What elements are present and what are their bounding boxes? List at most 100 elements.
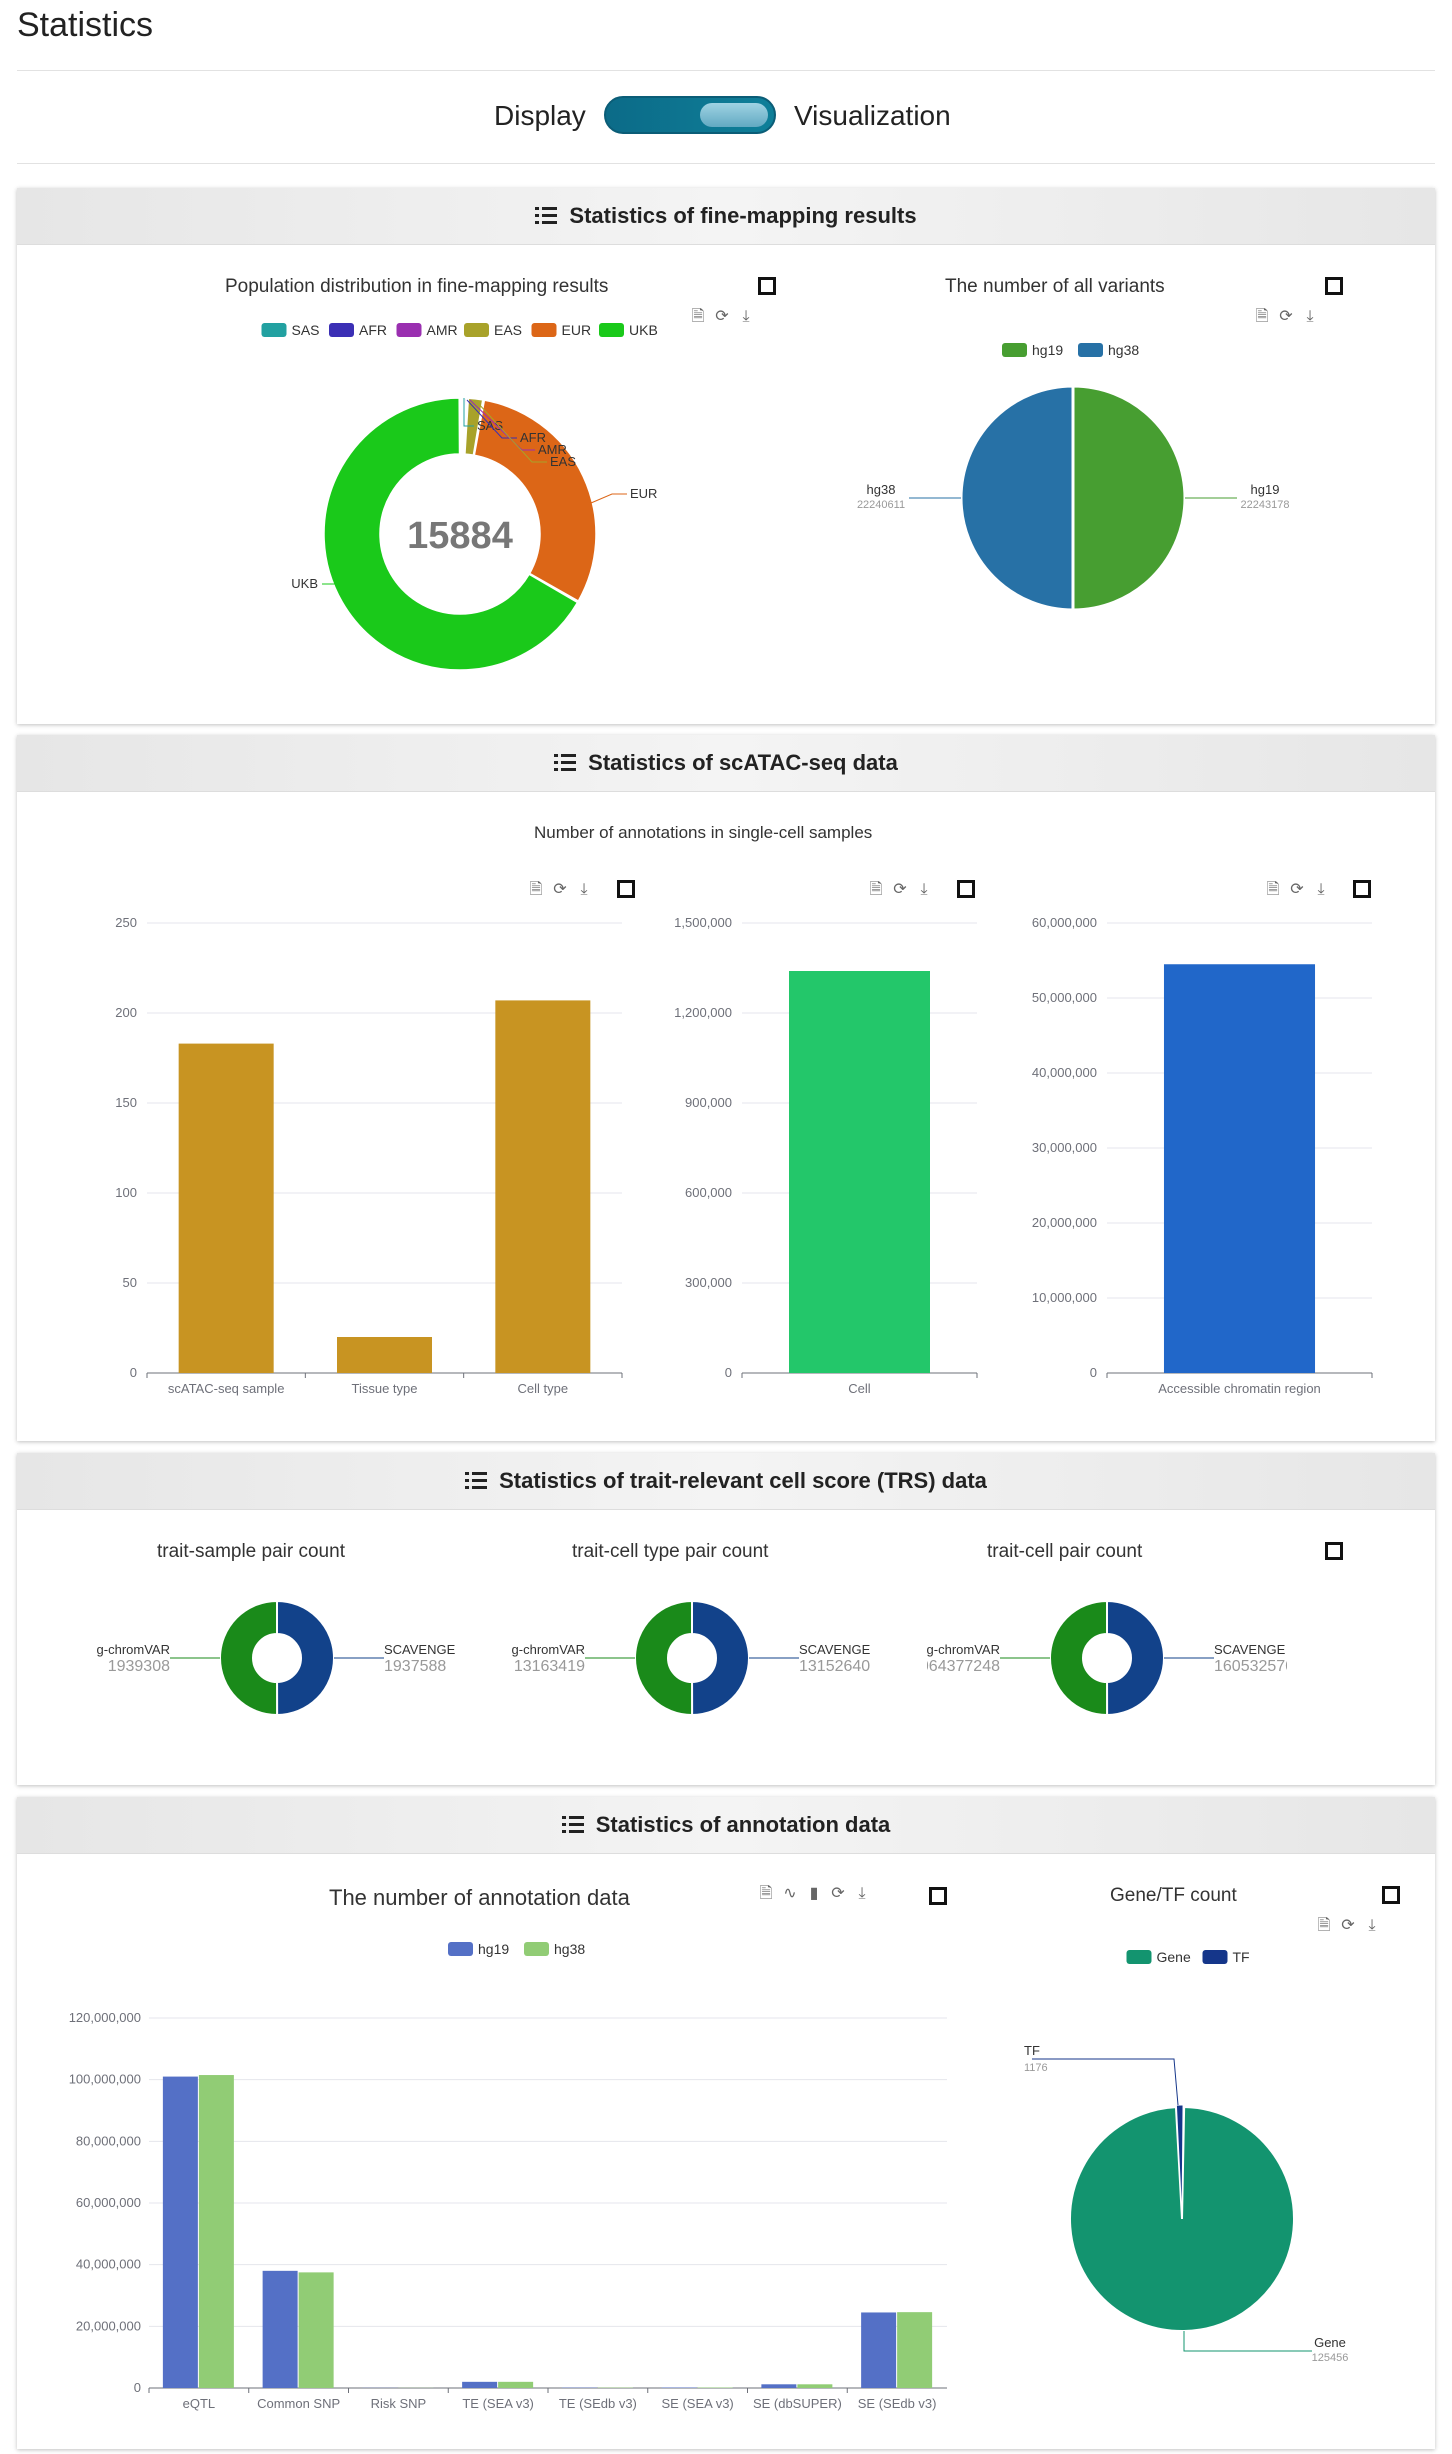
trs-panel-header[interactable]: Statistics of trait-relevant cell score … bbox=[17, 1453, 1435, 1510]
data-view-icon[interactable]: 🗎 bbox=[869, 881, 883, 898]
slice-value: 22240611 bbox=[857, 499, 905, 511]
x-tick-label: Cell bbox=[848, 1381, 871, 1396]
line-chart-icon[interactable]: ∿ bbox=[783, 1885, 797, 1902]
page-title: Statistics bbox=[17, 6, 154, 44]
leader-line bbox=[1032, 2058, 1179, 2106]
save-image-icon[interactable]: ⤓ bbox=[1368, 1917, 1376, 1934]
save-image-icon[interactable]: ⤓ bbox=[858, 1885, 866, 1902]
restore-icon[interactable]: ⟳ bbox=[893, 881, 907, 898]
y-tick-label: 1,500,000 bbox=[674, 915, 732, 930]
data-view-icon[interactable]: 🗎 bbox=[1317, 1917, 1331, 1934]
view-toggle-switch[interactable] bbox=[604, 96, 776, 134]
slice-value: 16064377248 bbox=[927, 1658, 1000, 1675]
restore-icon[interactable]: ⟳ bbox=[1279, 308, 1293, 325]
pie-slice-g-chromvar bbox=[1049, 1599, 1109, 1717]
fullscreen-icon[interactable] bbox=[1325, 277, 1343, 295]
fullscreen-icon[interactable] bbox=[617, 880, 635, 898]
bar bbox=[495, 1000, 591, 1373]
fullscreen-icon[interactable] bbox=[1382, 1886, 1400, 1904]
view-toggle-row: Display Visualization bbox=[0, 96, 1452, 140]
x-tick-label: eQTL bbox=[183, 2396, 216, 2411]
restore-icon[interactable]: ⟳ bbox=[1290, 881, 1304, 898]
legend-swatch bbox=[396, 323, 422, 337]
data-view-icon[interactable]: 🗎 bbox=[529, 881, 543, 898]
legend-swatch bbox=[599, 323, 624, 337]
slice-label: hg19 bbox=[1251, 482, 1280, 497]
data-view-icon[interactable]: 🗎 bbox=[1255, 308, 1269, 325]
list-icon bbox=[554, 754, 577, 772]
toggle-label-visualization[interactable]: Visualization bbox=[794, 100, 951, 131]
y-tick-label: 600,000 bbox=[685, 1185, 732, 1200]
legend-label: EAS bbox=[494, 322, 522, 338]
restore-icon[interactable]: ⟳ bbox=[1341, 1917, 1355, 1934]
bar-hg38 bbox=[797, 2384, 833, 2388]
legend-label: AMR bbox=[427, 322, 458, 338]
legend-swatch bbox=[448, 1942, 473, 1956]
save-image-icon[interactable]: ⤓ bbox=[920, 881, 928, 898]
slice-value: 22243178 bbox=[1241, 499, 1290, 511]
slice-value: 13152640 bbox=[799, 1658, 870, 1675]
leader-line bbox=[322, 581, 354, 585]
population-donut-chart: SAS AFR AMR EAS EUR UKB15884SASAFRAMREASEURUK… bbox=[261, 322, 658, 671]
save-image-icon[interactable]: ⤓ bbox=[1306, 308, 1314, 325]
pie-slice-g-chromvar bbox=[634, 1599, 694, 1717]
slice-value: 1937588 bbox=[384, 1658, 446, 1675]
list-icon bbox=[535, 207, 558, 225]
pie-slice-scavenge bbox=[691, 1599, 750, 1717]
trs-panel: Statistics of trait-relevant cell score … bbox=[17, 1453, 1435, 1785]
save-image-icon[interactable]: ⤓ bbox=[1317, 881, 1325, 898]
slice-label: Gene bbox=[1314, 2335, 1346, 2350]
bar-hg38 bbox=[298, 2272, 334, 2388]
chart-subtitle: Number of annotations in single-cell sam… bbox=[534, 823, 873, 842]
fullscreen-icon[interactable] bbox=[758, 277, 776, 295]
x-tick-label: Cell type bbox=[518, 1381, 569, 1396]
data-view-icon[interactable]: 🗎 bbox=[1266, 881, 1280, 898]
y-tick-label: 10,000,000 bbox=[1032, 1290, 1097, 1305]
y-tick-label: 120,000,000 bbox=[69, 2010, 141, 2025]
leader-line bbox=[463, 398, 474, 427]
fullscreen-icon[interactable] bbox=[1325, 1542, 1343, 1560]
restore-icon[interactable]: ⟳ bbox=[715, 308, 729, 325]
leader-line bbox=[590, 493, 627, 504]
fullscreen-icon[interactable] bbox=[957, 880, 975, 898]
fullscreen-icon[interactable] bbox=[1353, 880, 1371, 898]
list-icon bbox=[561, 1816, 584, 1834]
legend-swatch bbox=[464, 323, 489, 337]
chart-title: Population distribution in fine-mapping … bbox=[225, 276, 609, 297]
bar bbox=[178, 1043, 274, 1373]
y-tick-label: 100,000,000 bbox=[69, 2072, 141, 2087]
restore-icon[interactable]: ⟳ bbox=[553, 881, 567, 898]
bar-chart-icon[interactable]: ▮ bbox=[809, 1885, 819, 1902]
trs-heading: Statistics of trait-relevant cell score … bbox=[499, 1468, 987, 1493]
y-tick-label: 300,000 bbox=[685, 1275, 732, 1290]
slice-value: 1176 bbox=[1024, 2062, 1048, 2074]
annotation-panel-header[interactable]: Statistics of annotation data bbox=[17, 1797, 1435, 1854]
scatac-count-bar-chart: 0 50 100 150 200 250 scATAC-seq sample Tissue t… bbox=[115, 915, 623, 1396]
y-tick-label: 150 bbox=[115, 1095, 137, 1110]
annotation-bar-chart: hg19 hg38 0 20,000,000 40,000,000 60,000,000 8… bbox=[69, 1941, 947, 2411]
legend-label: hg19 bbox=[1032, 342, 1063, 358]
save-image-icon[interactable]: ⤓ bbox=[580, 881, 588, 898]
chart-toolbox: 🗎 ⟳ ⤓ bbox=[867, 881, 933, 899]
legend-swatch bbox=[1202, 1950, 1228, 1964]
finemap-panel-header[interactable]: Statistics of fine-mapping results bbox=[17, 188, 1435, 245]
chart-toolbox: 🗎 ⟳ ⤓ bbox=[1264, 881, 1330, 899]
scatac-panel-header[interactable]: Statistics of scATAC-seq data bbox=[17, 735, 1435, 792]
toggle-knob[interactable] bbox=[700, 103, 768, 127]
pie-slice-tf bbox=[1175, 2104, 1184, 2220]
data-view-icon[interactable]: 🗎 bbox=[691, 308, 705, 325]
save-image-icon[interactable]: ⤓ bbox=[742, 308, 750, 325]
data-view-icon[interactable]: 🗎 bbox=[759, 1885, 773, 1902]
x-tick-label: TE (SEA v3) bbox=[462, 2396, 534, 2411]
y-tick-label: 900,000 bbox=[685, 1095, 732, 1110]
legend-swatch bbox=[1078, 343, 1103, 357]
restore-icon[interactable]: ⟳ bbox=[831, 1885, 845, 1902]
slice-label: SCAVENGE bbox=[799, 1642, 871, 1657]
annotation-panel: Statistics of annotation data The number… bbox=[17, 1797, 1435, 2449]
y-tick-label: 80,000,000 bbox=[76, 2133, 141, 2148]
y-tick-label: 250 bbox=[115, 915, 137, 930]
slice-label: g-chromVAR bbox=[927, 1642, 1000, 1657]
finemap-panel: Statistics of fine-mapping results Popul… bbox=[17, 188, 1435, 724]
toggle-label-display[interactable]: Display bbox=[494, 100, 586, 131]
fullscreen-icon[interactable] bbox=[929, 1887, 947, 1905]
